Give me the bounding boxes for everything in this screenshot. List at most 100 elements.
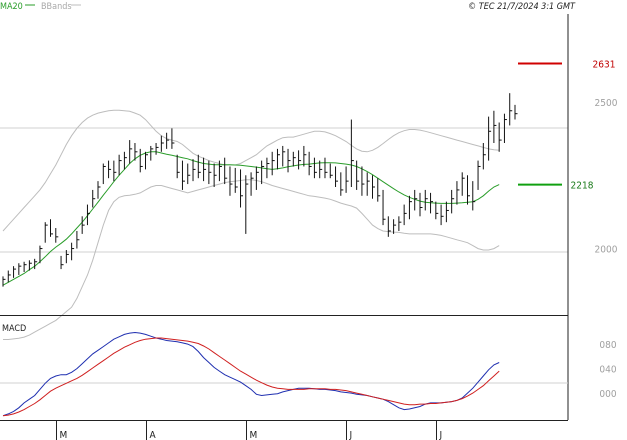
macd-tick-label: 000 [599, 389, 616, 400]
ohlc-bar [435, 201, 439, 220]
macd-panel: MACD 080 040 000 [0, 324, 617, 417]
ohlc-bar [34, 258, 38, 270]
ohlc-bar [266, 157, 270, 179]
ohlc-bar [203, 157, 207, 182]
ohlc-bar [287, 148, 291, 173]
ohlc-bar [155, 143, 159, 155]
price-y-ticks: 2000 2500 [595, 98, 618, 256]
resistance-label: 2631 [593, 60, 616, 71]
ohlc-bar [382, 189, 386, 226]
ohlc-bar [97, 181, 101, 199]
ohlc-bar [150, 145, 154, 161]
ohlc-bars-layer [2, 93, 518, 287]
ohlc-bar [261, 160, 265, 185]
macd-tick-label: 080 [599, 340, 616, 351]
macd-lines-layer [2, 331, 500, 417]
ohlc-bar [81, 216, 85, 234]
ohlc-bar [123, 151, 127, 170]
ohlc-bar [366, 172, 370, 196]
ohlc-bar [181, 160, 185, 190]
ohlc-bar [139, 148, 143, 173]
ohlc-bar [166, 132, 170, 149]
bband-upper-line [2, 109, 500, 232]
ohlc-bar [488, 116, 492, 161]
ohlc-bar [102, 163, 106, 185]
ohlc-bar [18, 263, 22, 275]
ohlc-bar [271, 151, 275, 176]
ohlc-bar [134, 143, 138, 161]
x-tick-label: J [439, 430, 443, 440]
price-panel: 2631 2218 2000 2500 [0, 60, 618, 340]
ohlc-bar [50, 219, 54, 237]
macd-y-ticks: 080 040 000 [599, 340, 616, 400]
ohlc-bar [329, 163, 333, 179]
ohlc-bar [482, 143, 486, 170]
ohlc-bar [445, 201, 449, 223]
ohlc-bar [39, 245, 43, 264]
ohlc-bar [129, 140, 133, 164]
ohlc-bar [2, 276, 6, 287]
macd-tick-label: 040 [599, 365, 616, 376]
copyright: © TEC 21/7/2024 3:1 GMT [468, 2, 576, 12]
ohlc-bar [398, 216, 402, 231]
ohlc-bar [28, 260, 32, 271]
ohlc-bar [282, 145, 286, 167]
ohlc-bar [176, 154, 180, 179]
ohlc-bar [255, 166, 259, 190]
ohlc-bar [118, 154, 122, 176]
ohlc-bar [276, 148, 280, 170]
ohlc-bar [387, 216, 391, 237]
ohlc-bar [335, 166, 339, 187]
ohlc-bar [234, 167, 238, 193]
ohlc-bar [187, 163, 191, 185]
ohlc-bar [60, 255, 64, 270]
ohlc-bar [23, 261, 27, 273]
ohlc-bar [493, 110, 497, 144]
ohlc-bar [303, 145, 307, 167]
ohlc-bar [218, 160, 222, 182]
ohlc-bar [408, 195, 412, 220]
ma20-line [2, 151, 500, 286]
ohlc-bar [472, 181, 476, 211]
ohlc-bar [308, 151, 312, 176]
ohlc-bar [350, 119, 354, 187]
legend-ma20: MA20 [0, 2, 23, 12]
ohlc-bar [503, 113, 507, 144]
x-tick-label: A [150, 430, 157, 440]
ohlc-bar [477, 160, 481, 190]
ohlc-bar [361, 166, 365, 196]
ohlc-bar [197, 154, 201, 179]
ohlc-bar [371, 175, 375, 199]
ohlc-bar [86, 204, 90, 226]
ohlc-bar [340, 172, 344, 196]
ohlc-bar [461, 172, 465, 196]
ohlc-bar [514, 104, 518, 120]
ohlc-bar [71, 242, 75, 261]
ohlc-bar [171, 128, 175, 149]
ohlc-bar [245, 175, 249, 234]
ohlc-bar [313, 157, 317, 179]
price-tick-label: 2000 [595, 245, 618, 256]
legend-bbands: BBands [41, 2, 72, 12]
ohlc-bar [430, 192, 434, 214]
bbands-layer [2, 109, 500, 340]
ohlc-bar [424, 189, 428, 211]
ohlc-bar [44, 222, 48, 243]
ohlc-bar [403, 204, 407, 226]
x-tick-label: J [349, 430, 353, 440]
ohlc-bar [440, 204, 444, 226]
ohlc-bar [319, 160, 323, 179]
ohlc-bar [92, 189, 96, 208]
ohlc-bar [13, 266, 17, 278]
ohlc-bar [108, 160, 112, 179]
x-tick-label: M [60, 430, 68, 440]
ohlc-bar [250, 172, 254, 196]
levels-layer: 2631 2218 [518, 60, 615, 192]
ohlc-bar [498, 122, 502, 152]
ohlc-bar [192, 159, 196, 182]
x-tick-label: M [250, 430, 258, 440]
macd-line [2, 331, 500, 417]
ma20-layer [2, 151, 500, 286]
